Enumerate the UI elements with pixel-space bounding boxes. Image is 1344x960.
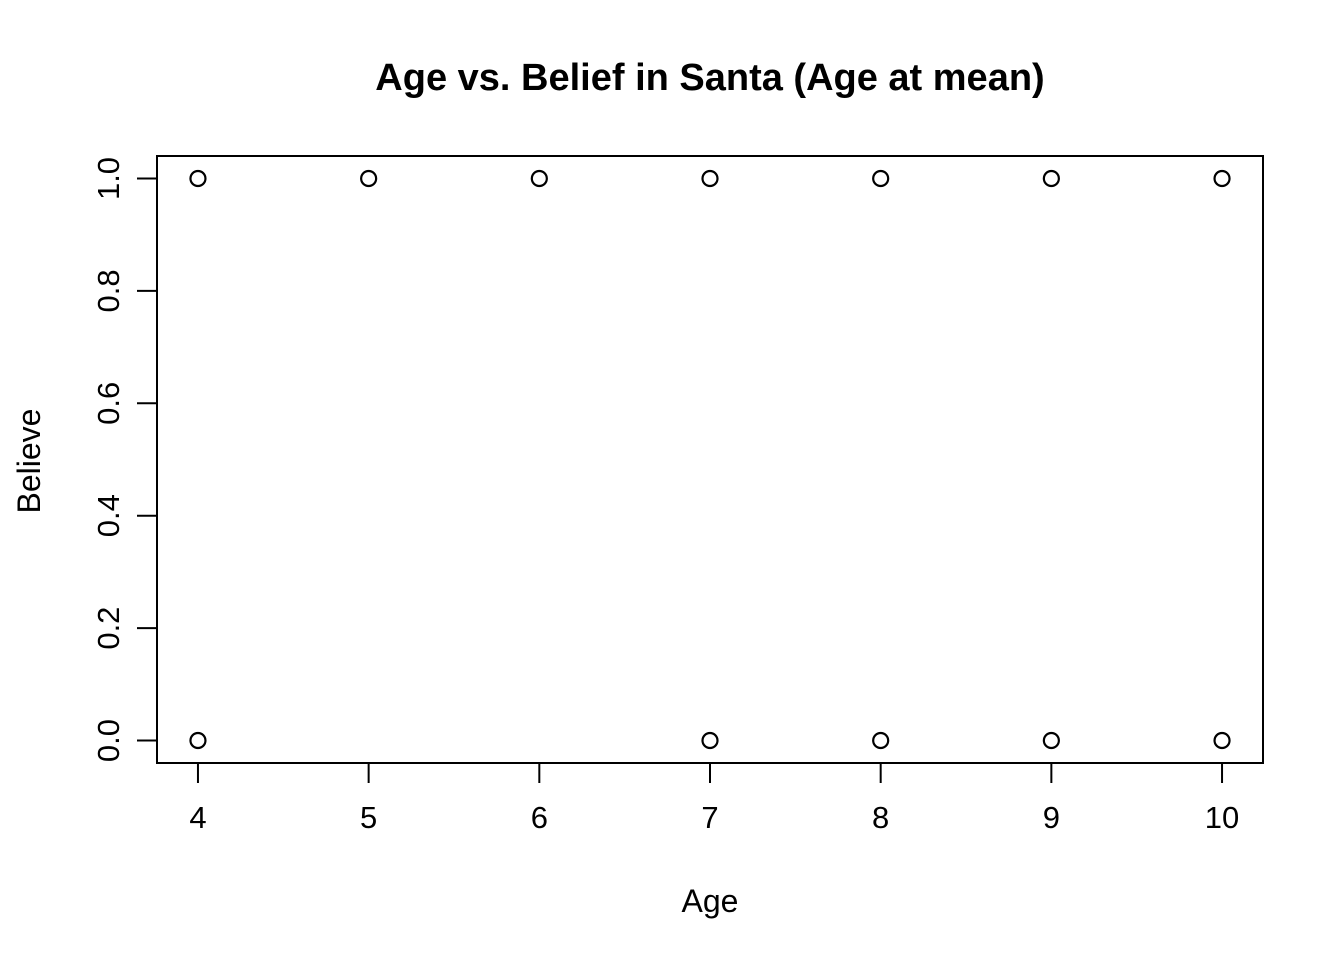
x-tick-label: 4 [189, 800, 206, 835]
scatter-point [1213, 169, 1231, 188]
scatter-point [1213, 731, 1231, 750]
scatter-point [701, 731, 719, 750]
x-tick-label: 7 [701, 800, 718, 835]
data-points [189, 169, 1231, 750]
x-tick-label: 8 [872, 800, 889, 835]
scatter-point [701, 169, 719, 188]
scatter-point [872, 169, 890, 188]
x-tick-label: 5 [360, 800, 377, 835]
y-tick-label: 0.6 [91, 382, 126, 425]
y-tick-label: 0.2 [91, 607, 126, 650]
x-axis-ticks: 4 5 6 7 8 9 10 [189, 763, 1239, 835]
scatter-point [189, 169, 207, 188]
y-tick-label: 0.4 [91, 494, 126, 537]
x-tick-label: 9 [1043, 800, 1060, 835]
scatter-point [189, 731, 207, 750]
scatter-point [530, 169, 548, 188]
y-tick-label: 0.0 [91, 719, 126, 762]
scatter-point [872, 731, 890, 750]
scatter-point [1042, 731, 1060, 750]
x-axis-title: Age [682, 883, 739, 919]
x-tick-label: 10 [1205, 800, 1239, 835]
y-axis-ticks: 0.0 0.2 0.4 0.6 0.8 1.0 [91, 157, 157, 762]
scatter-point [1042, 169, 1060, 188]
plot-box [156, 155, 1264, 764]
y-axis-title: Believe [11, 409, 47, 514]
y-tick-label: 1.0 [91, 157, 126, 200]
x-tick-label: 6 [531, 800, 548, 835]
chart-title: Age vs. Belief in Santa (Age at mean) [375, 57, 1044, 99]
y-tick-label: 0.8 [91, 269, 126, 312]
scatter-point [360, 169, 378, 188]
